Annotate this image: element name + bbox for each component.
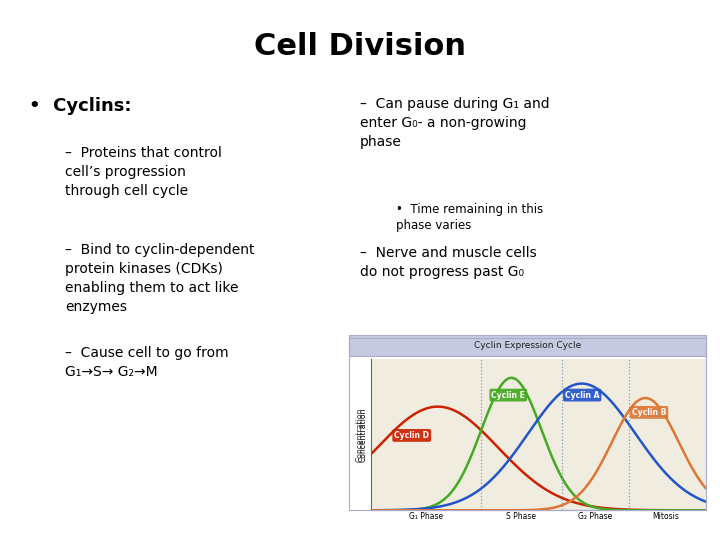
- Text: Cyclin A: Cyclin A: [565, 390, 600, 400]
- Text: –  Can pause during G₁ and
enter G₀- a non-growing
phase: – Can pause during G₁ and enter G₀- a no…: [360, 97, 549, 149]
- Text: Cyclin D: Cyclin D: [395, 431, 429, 440]
- Text: •  Cyclins:: • Cyclins:: [29, 97, 131, 115]
- Text: –  Nerve and muscle cells
do not progress past G₀: – Nerve and muscle cells do not progress…: [360, 246, 536, 279]
- Y-axis label: Concentration: Concentration: [359, 408, 368, 462]
- Text: Cell Division: Cell Division: [254, 32, 466, 62]
- Text: •  Time remaining in this
phase varies: • Time remaining in this phase varies: [396, 202, 544, 232]
- Text: –  Bind to cyclin-dependent
protein kinases (CDKs)
enabling them to act like
enz: – Bind to cyclin-dependent protein kinas…: [65, 243, 254, 314]
- Text: –  Proteins that control
cell’s progression
through cell cycle: – Proteins that control cell’s progressi…: [65, 146, 222, 198]
- Text: Cyclin Expression Cycle: Cyclin Expression Cycle: [474, 341, 581, 350]
- Text: –  Cause cell to go from
G₁→S→ G₂→M: – Cause cell to go from G₁→S→ G₂→M: [65, 346, 228, 379]
- Text: Cyclin B: Cyclin B: [632, 408, 666, 417]
- Text: Cyclin E: Cyclin E: [491, 390, 525, 400]
- Text: Concentration: Concentration: [356, 408, 364, 462]
